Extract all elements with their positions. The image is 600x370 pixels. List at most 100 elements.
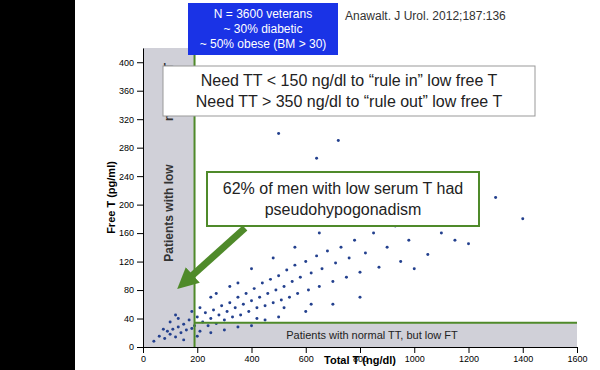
tick-label: 0 bbox=[129, 342, 134, 352]
tick-mark bbox=[577, 347, 578, 353]
tick-mark bbox=[252, 347, 253, 353]
point bbox=[163, 337, 166, 340]
tick-mark bbox=[523, 347, 524, 353]
point bbox=[310, 303, 313, 306]
point bbox=[359, 271, 362, 274]
tick: 600 bbox=[299, 347, 314, 364]
point bbox=[179, 331, 182, 334]
tick-label: 40 bbox=[124, 314, 134, 324]
point bbox=[413, 267, 416, 270]
point bbox=[182, 323, 185, 326]
point bbox=[315, 254, 318, 257]
tick: 320 bbox=[119, 115, 143, 125]
point bbox=[196, 335, 199, 338]
tick-label: 600 bbox=[299, 354, 314, 364]
point bbox=[209, 296, 212, 299]
point bbox=[264, 304, 267, 307]
point bbox=[440, 232, 443, 235]
tick: 1000 bbox=[405, 347, 425, 364]
point bbox=[272, 301, 275, 304]
point bbox=[285, 269, 288, 272]
tick-label: 1000 bbox=[405, 354, 425, 364]
point bbox=[288, 296, 291, 299]
tick-mark bbox=[137, 233, 143, 234]
tick-label: 400 bbox=[119, 58, 134, 68]
point bbox=[315, 157, 318, 160]
point bbox=[158, 335, 161, 338]
point bbox=[348, 257, 351, 260]
point bbox=[250, 324, 253, 327]
point bbox=[182, 338, 185, 341]
point bbox=[215, 292, 218, 295]
tick-mark bbox=[137, 148, 143, 149]
point bbox=[277, 132, 280, 135]
tick-mark bbox=[137, 176, 143, 177]
tick: 80 bbox=[124, 285, 143, 295]
point bbox=[171, 328, 174, 331]
point bbox=[250, 267, 253, 270]
point bbox=[296, 292, 299, 295]
tick-mark bbox=[137, 262, 143, 263]
point bbox=[266, 292, 269, 295]
point bbox=[255, 317, 258, 320]
point bbox=[340, 246, 343, 249]
point bbox=[293, 246, 296, 249]
tick-label: 120 bbox=[119, 257, 134, 267]
point bbox=[198, 306, 201, 309]
tick-mark bbox=[197, 347, 198, 353]
point bbox=[304, 260, 307, 263]
tick-mark bbox=[143, 347, 144, 353]
point bbox=[174, 313, 177, 316]
point bbox=[169, 321, 172, 324]
point bbox=[407, 239, 410, 242]
point bbox=[307, 289, 310, 292]
tick-label: 80 bbox=[124, 285, 134, 295]
point bbox=[226, 310, 229, 313]
point bbox=[198, 330, 201, 333]
point bbox=[152, 340, 155, 343]
tick-mark bbox=[137, 319, 143, 320]
point bbox=[331, 303, 334, 306]
tick: 200 bbox=[190, 347, 205, 364]
tick-mark bbox=[469, 347, 470, 353]
point bbox=[196, 316, 199, 319]
tick-label: 200 bbox=[190, 354, 205, 364]
point bbox=[318, 285, 321, 288]
point bbox=[337, 139, 340, 142]
tick-label: 160 bbox=[119, 228, 134, 238]
point bbox=[426, 253, 429, 256]
tick-label: 1600 bbox=[567, 354, 587, 364]
point bbox=[177, 326, 180, 329]
point bbox=[261, 281, 264, 284]
point bbox=[372, 232, 375, 235]
point bbox=[242, 303, 245, 306]
point bbox=[220, 304, 223, 307]
point bbox=[247, 310, 250, 313]
band-label: Patients with normal TT, but low FT bbox=[286, 329, 458, 341]
tick-label: 240 bbox=[119, 172, 134, 182]
point bbox=[239, 313, 242, 316]
point bbox=[277, 274, 280, 277]
point bbox=[177, 317, 180, 320]
point bbox=[377, 266, 380, 269]
tick-mark bbox=[137, 205, 143, 206]
point bbox=[207, 324, 210, 327]
study-text: ~ 30% diabetic bbox=[223, 22, 302, 36]
tick: 400 bbox=[244, 347, 259, 364]
tick-label: 200 bbox=[119, 200, 134, 210]
tick-label: 0 bbox=[141, 354, 146, 364]
tick-mark bbox=[414, 347, 415, 353]
point bbox=[217, 313, 220, 316]
point bbox=[521, 217, 524, 220]
point bbox=[223, 328, 226, 331]
tick: 40 bbox=[124, 314, 143, 324]
point bbox=[212, 308, 215, 311]
tick: 160 bbox=[119, 228, 143, 238]
tick: 0 bbox=[141, 347, 146, 364]
arrow bbox=[185, 228, 245, 282]
finding-text: pseudohypogonadism bbox=[265, 201, 422, 218]
point bbox=[190, 310, 193, 313]
point bbox=[326, 249, 329, 252]
tick: 360 bbox=[119, 86, 143, 96]
point bbox=[185, 328, 188, 331]
